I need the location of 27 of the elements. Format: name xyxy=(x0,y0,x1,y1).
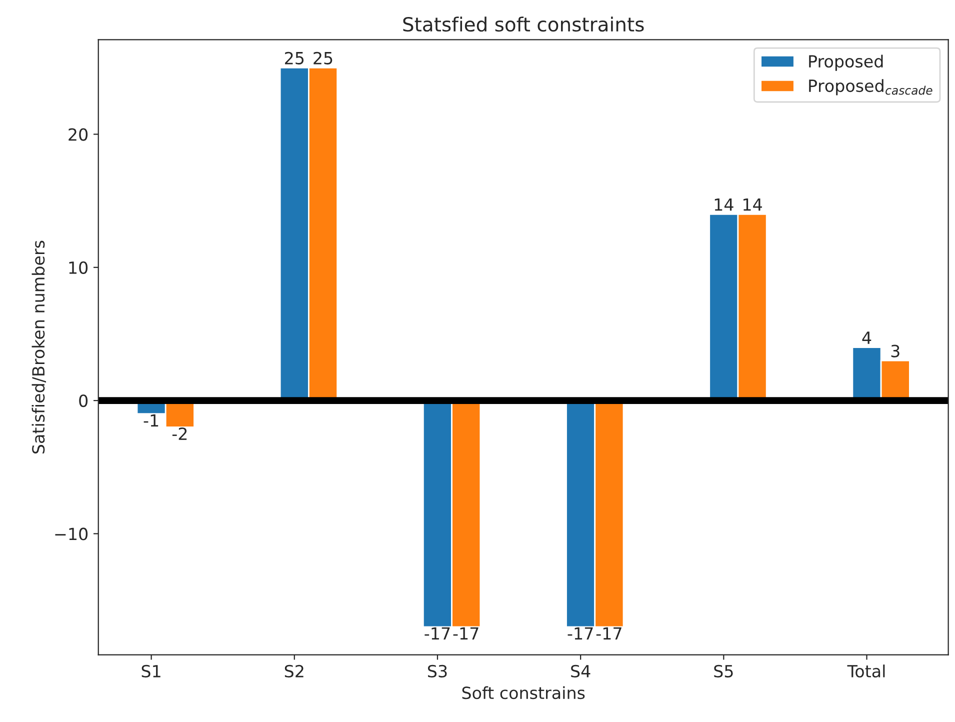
data-label: 3 xyxy=(891,344,900,358)
x-tick-label: Total xyxy=(847,664,885,678)
x-tick-label: S1 xyxy=(142,664,160,678)
data-label: 25 xyxy=(285,52,304,64)
data-label: -17 xyxy=(568,627,593,640)
chart-title: Statsfied soft constraints xyxy=(403,16,644,32)
x-tick-label: S3 xyxy=(428,664,447,678)
legend-label: Proposed xyxy=(809,54,883,71)
legend-label: Proposed$_{cascade}$ xyxy=(809,79,932,96)
y-tick-label: 0 xyxy=(79,394,88,408)
y-tick-label: −10 xyxy=(55,528,88,540)
data-label: -17 xyxy=(453,627,478,640)
x-tick-label: S5 xyxy=(714,664,733,678)
data-label: 14 xyxy=(744,198,762,211)
data-label: -17 xyxy=(596,627,622,640)
data-label: 14 xyxy=(714,198,734,211)
data-label: -17 xyxy=(424,627,450,640)
y-axis-title: Satisfied/Broken numbers xyxy=(32,240,46,454)
data-label: -1 xyxy=(144,414,158,427)
data-label: 25 xyxy=(314,52,332,64)
data-label: -2 xyxy=(172,427,187,440)
x-tick-label: S4 xyxy=(571,664,590,678)
y-tick-label: 10 xyxy=(69,261,88,274)
data-label: 4 xyxy=(862,332,872,344)
y-tick-label: 20 xyxy=(68,128,88,141)
x-axis-title: Soft constrains xyxy=(462,686,585,700)
x-tick-label: S2 xyxy=(284,664,304,678)
